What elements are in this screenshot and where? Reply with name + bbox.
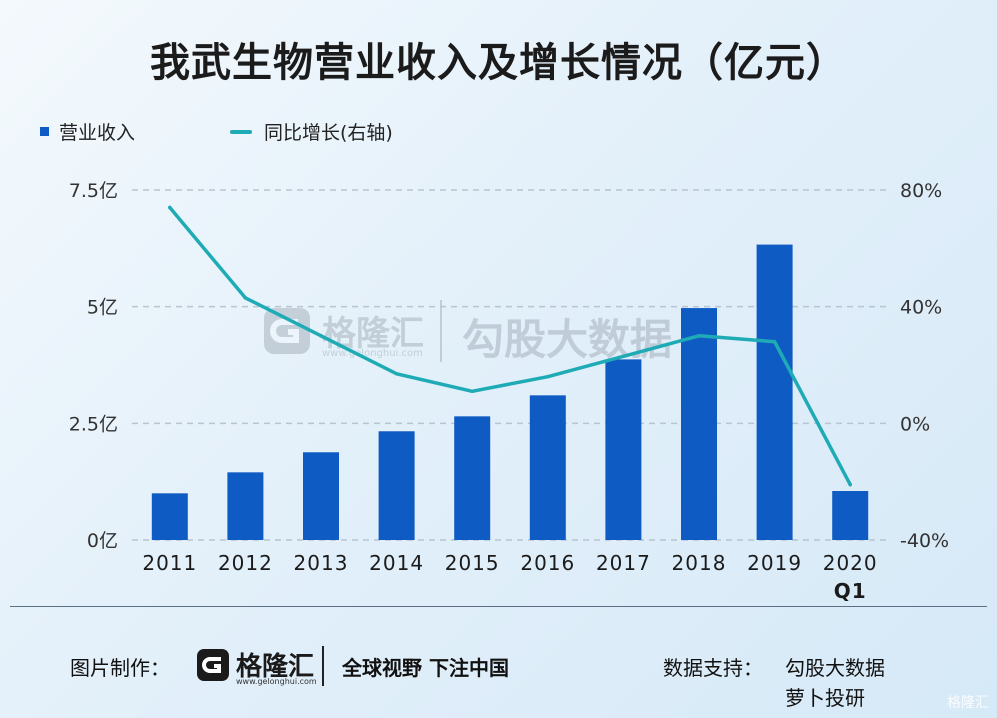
growth-point <box>546 374 550 379</box>
legend-item-revenue: 营业收入 <box>40 118 135 145</box>
credit-label: 图片制作： <box>70 656 170 680</box>
footer-brand-logo: 格隆汇 www.gelonghui.com <box>196 646 320 690</box>
revenue-bar <box>605 359 642 540</box>
x-axis-labels: 2011 2012 2013 2014 2015 2016 2017 2018 2019 2020… <box>142 551 878 603</box>
x-axis-tick-line: 2014 <box>369 551 424 575</box>
revenue-bar <box>303 452 339 540</box>
left-axis-tick-label: 5亿 <box>87 297 118 319</box>
growth-point <box>848 482 852 487</box>
watermark-brand: 格隆汇 <box>322 314 424 354</box>
x-axis-tick-label: 2014 <box>369 551 424 575</box>
growth-point <box>470 389 475 394</box>
growth-point <box>243 296 248 300</box>
left-axis-labels: 0亿 2.5亿 5亿 7.5亿 <box>69 180 118 552</box>
revenue-bar <box>454 416 491 540</box>
revenue-bar <box>227 472 264 540</box>
growth-point <box>168 205 172 210</box>
legend-bar-swatch <box>40 127 49 136</box>
revenue-bar <box>151 493 188 540</box>
footer-divider <box>10 606 987 607</box>
footer-slogan: 全球视野 下注中国 <box>342 656 509 680</box>
support-label: 数据支持： <box>663 656 763 680</box>
legend-label-growth: 同比增长(右轴) <box>264 122 393 144</box>
x-axis-tick-label: 2013 <box>294 551 349 575</box>
x-axis-tick-label: 2015 <box>445 551 500 575</box>
x-axis-tick-label: 2011 <box>142 551 197 575</box>
footer: 图片制作： 格隆汇 www.gelonghui.com 全球视野 下注中国 数据… <box>0 640 997 710</box>
x-axis-tick-label: 2017 <box>596 551 651 575</box>
growth-line <box>168 205 852 487</box>
left-axis-tick-label: 7.5亿 <box>69 180 118 202</box>
right-axis-tick-label: 80% <box>900 180 942 202</box>
growth-line-path <box>168 205 852 487</box>
x-axis-tick-line: 2016 <box>520 551 575 575</box>
left-axis-tick-label: 2.5亿 <box>69 413 118 435</box>
growth-point <box>319 334 323 338</box>
right-axis-tick-label: -40% <box>900 530 949 552</box>
corner-brand: 格隆汇 <box>947 695 989 711</box>
watermark-url: www.gelonghui.com <box>322 348 423 359</box>
x-axis-tick-line: 2012 <box>218 551 273 575</box>
footer-brand-url: www.gelonghui.com <box>236 677 317 686</box>
x-axis-tick-line: 2020 <box>823 551 878 575</box>
x-axis-tick-line: 2011 <box>142 551 197 575</box>
left-axis-tick-label: 0亿 <box>87 530 118 552</box>
support-source-2: 萝卜投研 <box>785 686 865 710</box>
gelonghui-logo-icon <box>197 649 229 681</box>
x-axis-tick-label: 2018 <box>672 551 727 575</box>
revenue-bar <box>378 431 415 540</box>
revenue-bar <box>529 395 566 540</box>
right-axis-tick-label: 40% <box>900 297 942 319</box>
revenue-bar <box>832 491 869 540</box>
footer-brand-name: 格隆汇 <box>236 652 315 682</box>
growth-point <box>697 334 701 338</box>
revenue-bars <box>151 244 869 540</box>
legend-label-revenue: 营业收入 <box>59 122 136 144</box>
x-axis-tick-label: 2012 <box>218 551 273 575</box>
combo-chart: 2011 2012 2013 2014 2015 2016 2017 2018 2019 2020… <box>69 180 949 603</box>
watermark-logo-icon <box>264 308 310 354</box>
revenue-bar <box>681 308 717 540</box>
x-axis-tick-line: 2019 <box>747 551 802 575</box>
x-axis-tick-line: 2013 <box>294 551 349 575</box>
watermark-divider <box>440 300 442 362</box>
watermark-text: 勾股大数据 <box>462 315 673 364</box>
x-axis-tick-line: Q1 <box>834 579 867 603</box>
x-axis-tick-line: 2017 <box>596 551 651 575</box>
x-axis-tick-label: 2020 Q1 <box>823 551 878 603</box>
x-axis-tick-label: 2016 <box>520 551 575 575</box>
legend-line-swatch <box>230 129 252 134</box>
right-axis-labels: -40% 0% 40% 80% <box>900 180 949 552</box>
right-axis-tick-label: 0% <box>900 413 930 435</box>
growth-point <box>772 339 777 344</box>
growth-point <box>394 371 399 376</box>
watermark: 格隆汇 www.gelonghui.com 勾股大数据 <box>262 298 742 368</box>
footer-separator <box>322 646 324 686</box>
x-axis-tick-label: 2019 <box>747 551 802 575</box>
x-axis-tick-line: 2018 <box>672 551 727 575</box>
legend-item-growth: 同比增长(右轴) <box>230 118 393 145</box>
growth-point <box>621 354 626 359</box>
chart-title: 我武生物营业收入及增长情况（亿元） <box>150 40 847 86</box>
x-axis-tick-line: 2015 <box>445 551 500 575</box>
revenue-bar <box>756 244 793 540</box>
support-source-1: 勾股大数据 <box>785 656 885 680</box>
